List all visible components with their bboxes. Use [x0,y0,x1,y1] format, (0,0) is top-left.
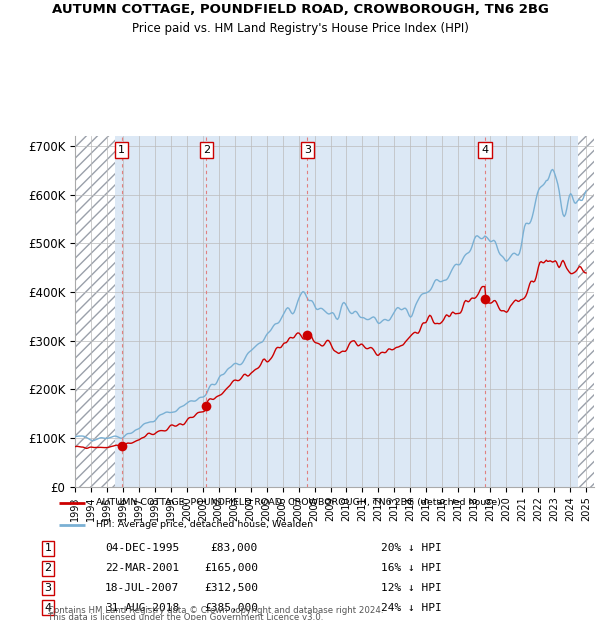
Text: 16% ↓ HPI: 16% ↓ HPI [381,563,442,573]
Text: 20% ↓ HPI: 20% ↓ HPI [381,543,442,553]
Text: 2: 2 [44,563,52,573]
Text: 3: 3 [44,583,52,593]
Text: 1: 1 [44,543,52,553]
Text: 1: 1 [118,144,125,155]
Text: £83,000: £83,000 [211,543,258,553]
Text: 4: 4 [44,603,52,613]
Text: Price paid vs. HM Land Registry's House Price Index (HPI): Price paid vs. HM Land Registry's House … [131,22,469,35]
Text: £385,000: £385,000 [204,603,258,613]
Text: £165,000: £165,000 [204,563,258,573]
Text: 31-AUG-2018: 31-AUG-2018 [105,603,179,613]
Text: Contains HM Land Registry data © Crown copyright and database right 2024.: Contains HM Land Registry data © Crown c… [48,606,383,615]
Text: 3: 3 [304,144,311,155]
Text: HPI: Average price, detached house, Wealden: HPI: Average price, detached house, Weal… [96,520,313,529]
Text: 2: 2 [203,144,210,155]
Text: 04-DEC-1995: 04-DEC-1995 [105,543,179,553]
Text: £312,500: £312,500 [204,583,258,593]
Text: This data is licensed under the Open Government Licence v3.0.: This data is licensed under the Open Gov… [48,613,323,620]
Text: AUTUMN COTTAGE, POUNDFIELD ROAD, CROWBOROUGH, TN6 2BG: AUTUMN COTTAGE, POUNDFIELD ROAD, CROWBOR… [52,3,548,16]
Text: 4: 4 [481,144,488,155]
Text: 22-MAR-2001: 22-MAR-2001 [105,563,179,573]
Text: AUTUMN COTTAGE, POUNDFIELD ROAD, CROWBOROUGH, TN6 2BG (detached house): AUTUMN COTTAGE, POUNDFIELD ROAD, CROWBOR… [96,498,501,507]
Text: 24% ↓ HPI: 24% ↓ HPI [381,603,442,613]
Text: 18-JUL-2007: 18-JUL-2007 [105,583,179,593]
Text: 12% ↓ HPI: 12% ↓ HPI [381,583,442,593]
